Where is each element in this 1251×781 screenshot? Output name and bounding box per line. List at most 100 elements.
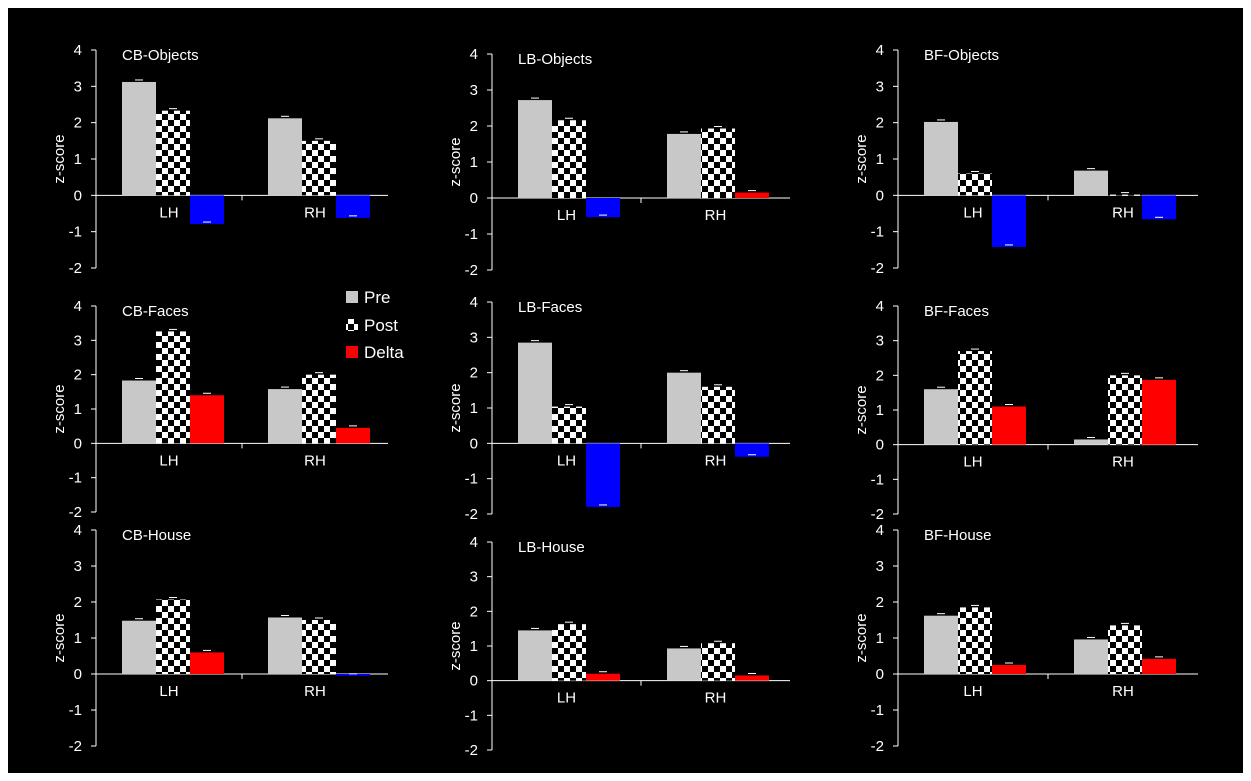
category-label: LH [557,690,576,707]
y-axis-label: z-score [447,383,464,432]
y-axis-label: z-score [51,384,68,433]
y-tick-label: 2 [74,594,82,611]
y-axis-label: z-score [51,134,68,183]
category-label: RH [1112,454,1134,471]
y-tick-label: -2 [465,262,478,279]
bar-post-lh [552,120,586,198]
y-tick-label: -2 [465,742,478,759]
category-label: LH [557,207,576,224]
y-axis-label: z-score [447,621,464,670]
bar-pre-rh [268,389,302,443]
bar-delta-lh [586,674,620,681]
chart-title: LB-Objects [518,51,592,68]
bar-post-lh [958,607,992,674]
y-tick-label: 0 [470,435,478,452]
y-tick-label: 3 [74,332,82,349]
y-tick-label: 3 [470,82,478,99]
bar-post-lh [958,351,992,445]
category-label: LH [159,204,178,221]
y-tick-label: 2 [74,367,82,384]
bar-delta-lh [992,665,1026,674]
bar-post-lh [156,111,190,196]
category-label: RH [304,452,326,469]
y-tick-label: 4 [470,46,478,63]
y-tick-label: 1 [470,638,478,655]
legend-swatch-post [346,319,358,331]
y-tick-label: 4 [470,294,478,311]
bar-delta-lh [586,443,620,507]
y-tick-label: 0 [74,666,82,683]
y-tick-label: 1 [876,151,884,168]
y-tick-label: -2 [871,260,884,277]
y-tick-label: 3 [74,78,82,95]
chart-title: BF-Objects [924,47,999,64]
chart-title: CB-House [122,527,191,544]
category-label: RH [705,207,727,224]
chart-title: LB-House [518,539,585,556]
y-tick-label: 4 [74,298,82,315]
bar-pre-rh [268,118,302,195]
bar-delta-lh [992,407,1026,445]
legend-label-post: Post [364,316,398,335]
y-tick-label: 1 [74,630,82,647]
y-tick-label: 1 [876,630,884,647]
category-label: RH [705,452,727,469]
bar-pre-rh [667,134,701,198]
legend-label-pre: Pre [364,288,390,307]
category-label: RH [304,683,326,700]
y-tick-label: 0 [876,187,884,204]
y-tick-label: -2 [69,738,82,755]
category-label: LH [963,683,982,700]
y-tick-label: -2 [871,506,884,523]
bar-pre-rh [667,373,701,444]
category-label: LH [557,452,576,469]
y-axis-label: z-score [447,137,464,186]
y-tick-label: 4 [876,522,884,539]
bar-delta-rh [1142,380,1176,445]
y-tick-label: 1 [470,154,478,171]
bar-post-rh [302,375,336,444]
legend-swatch-delta [346,346,358,358]
bar-post-rh [302,141,336,196]
y-tick-label: 4 [876,298,884,315]
y-axis-label: z-score [853,613,870,662]
chart-title: BF-Faces [924,303,989,320]
bar-delta-rh [336,428,370,443]
y-tick-label: 1 [470,400,478,417]
y-tick-label: 0 [470,673,478,690]
y-tick-label: 3 [876,333,884,350]
y-tick-label: 1 [876,402,884,419]
y-tick-label: -2 [69,504,82,521]
bar-post-lh [552,407,586,444]
y-tick-label: 0 [74,435,82,452]
bar-pre-lh [122,621,156,674]
y-tick-label: 2 [876,594,884,611]
y-tick-label: -2 [871,738,884,755]
y-tick-label: -1 [871,702,884,719]
y-tick-label: 2 [74,115,82,132]
bar-post-lh [156,331,190,443]
y-tick-label: -2 [465,506,478,523]
y-tick-label: -1 [465,226,478,243]
category-label: LH [159,452,178,469]
category-label: RH [705,690,727,707]
legend-label-delta: Delta [364,343,404,362]
y-tick-label: 2 [876,115,884,132]
category-label: RH [1112,683,1134,700]
y-tick-label: 3 [74,558,82,575]
y-tick-label: 2 [470,118,478,135]
y-tick-label: 0 [876,437,884,454]
y-tick-label: 3 [876,558,884,575]
y-tick-label: -1 [69,702,82,719]
chart-title: BF-House [924,527,992,544]
bar-delta-lh [586,198,620,217]
chart-title: LB-Faces [518,299,582,316]
y-tick-label: 3 [876,78,884,95]
bar-post-lh [958,174,992,196]
category-label: RH [1112,204,1134,221]
y-tick-label: -1 [465,471,478,488]
y-tick-label: 1 [74,151,82,168]
y-tick-label: 4 [74,42,82,59]
category-label: LH [963,454,982,471]
y-tick-label: 3 [470,329,478,346]
